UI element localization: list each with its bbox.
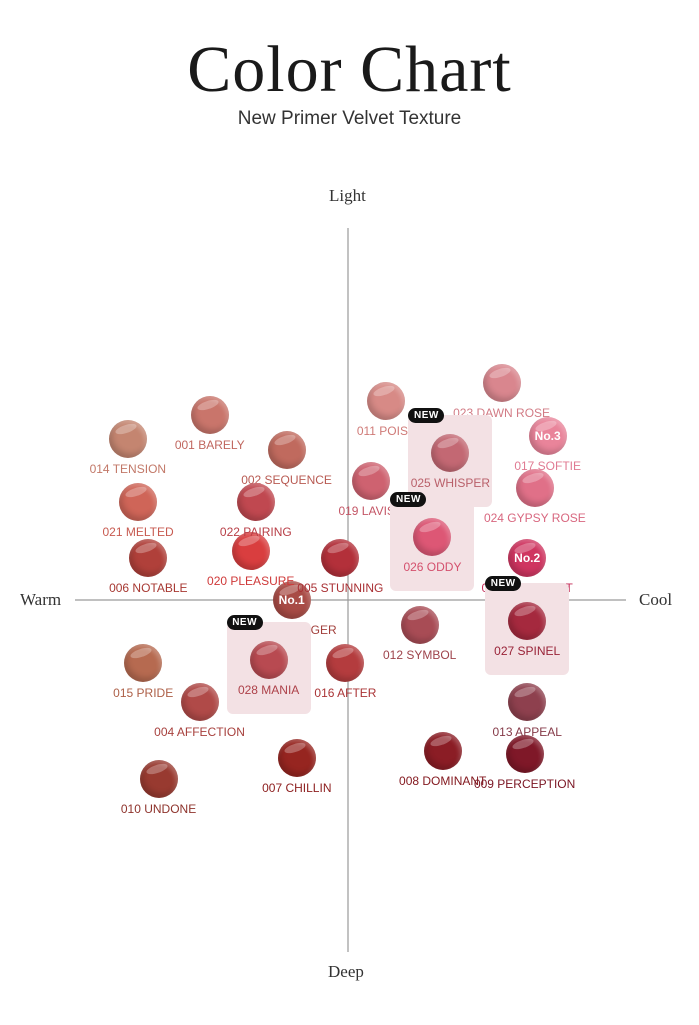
- swatch-sheen: [326, 540, 351, 556]
- shade-label-021: 021 MELTED: [102, 525, 174, 539]
- shade-swatch-004[interactable]: [180, 682, 219, 721]
- shade-label-010: 010 UNDONE: [120, 801, 197, 816]
- page-subtitle: New Primer Velvet Texture: [237, 108, 462, 129]
- shade-label-027: 027 SPINEL: [494, 644, 561, 658]
- swatch-sheen: [510, 736, 535, 752]
- shade-label-005: 005 STUNNING: [297, 581, 384, 595]
- new-badge: NEW: [408, 408, 445, 423]
- swatch-sheen: [144, 761, 169, 776]
- shade-label-014: 014 TENSION: [89, 462, 167, 476]
- swatch-sheen: [129, 645, 153, 661]
- shade-swatch-018[interactable]: No.2: [508, 539, 547, 577]
- shade-swatch-007[interactable]: [277, 738, 316, 777]
- new-badge: NEW: [226, 614, 263, 630]
- shade-label-017: 017 SOFTIE: [514, 458, 582, 473]
- shade-label-006: 006 NOTABLE: [109, 581, 188, 595]
- shade-label-019: 019 LAVISH: [338, 504, 404, 518]
- shade-swatch-010[interactable]: [139, 759, 178, 798]
- shade-swatch-021[interactable]: [119, 483, 158, 521]
- page-title: Color Chart: [187, 33, 512, 106]
- swatch-sheen: [331, 645, 356, 661]
- shade-label-026: 026 ODDY: [403, 560, 462, 574]
- swatch-sheen: [283, 740, 307, 755]
- swatch-sheen: [254, 642, 279, 657]
- new-badge: NEW: [485, 576, 522, 591]
- shade-swatch-013[interactable]: [508, 682, 547, 721]
- swatch-sheen: [487, 365, 512, 381]
- shade-label-012: 012 SYMBOL: [382, 647, 457, 662]
- shade-swatch-014[interactable]: [108, 420, 147, 458]
- swatch-sheen: [196, 397, 220, 412]
- shade-label-013: 013 APPEAL: [492, 724, 562, 739]
- swatch-sheen: [185, 684, 210, 699]
- swatch-sheen: [418, 519, 443, 535]
- shade-label-002: 002 SEQUENCE: [241, 472, 332, 487]
- shade-swatch-020[interactable]: [231, 532, 270, 570]
- shade-label-007: 007 CHILLIN: [262, 780, 332, 795]
- new-badge: NEW: [390, 492, 427, 507]
- shade-label-022: 022 PAIRING: [219, 525, 292, 539]
- shade-swatch-019[interactable]: [352, 462, 391, 500]
- shade-swatch-008[interactable]: [423, 731, 462, 770]
- swatch-sheen: [521, 470, 545, 486]
- swatch-sheen: [272, 432, 297, 447]
- shade-swatch-026[interactable]: [413, 518, 452, 556]
- swatch-sheen: [513, 684, 537, 699]
- shade-label-004: 004 AFFECTION: [154, 724, 245, 739]
- shade-swatch-005[interactable]: [321, 539, 360, 577]
- shade-swatch-012[interactable]: [400, 605, 439, 644]
- swatch-sheen: [513, 603, 537, 619]
- shade-label-008: 008 DOMINANT: [399, 773, 487, 788]
- shade-swatch-024[interactable]: [515, 469, 554, 507]
- shade-swatch-009[interactable]: [505, 735, 544, 773]
- shade-swatch-003[interactable]: No.1: [272, 581, 311, 619]
- rank-badge: No.2: [514, 551, 541, 565]
- shade-label-028: 028 MANIA: [237, 682, 300, 697]
- swatch-sheen: [429, 733, 453, 748]
- shade-label-011: 011 POISE: [356, 423, 416, 438]
- shade-swatch-028[interactable]: [249, 640, 288, 679]
- swatch-sheen: [124, 484, 148, 500]
- shade-label-020: 020 PLEASURE: [207, 574, 295, 588]
- swatch-sheen: [436, 435, 461, 451]
- shade-label-001: 001 BARELY: [174, 437, 245, 452]
- shade-label-015: 015 PRIDE: [113, 686, 174, 700]
- shade-label-016: 016 AFTER: [314, 686, 377, 700]
- shade-swatch-025[interactable]: [431, 434, 470, 472]
- shade-swatch-006[interactable]: [129, 539, 168, 577]
- swatch-sheen: [372, 383, 397, 398]
- shade-label-025: 025 WHISPER: [410, 476, 491, 490]
- shade-swatch-022[interactable]: [236, 483, 275, 521]
- shade-label-024: 024 GYPSY ROSE: [483, 511, 586, 525]
- swatch-sheen: [114, 421, 138, 437]
- shade-swatch-002[interactable]: [267, 430, 306, 469]
- swatch-sheen: [242, 484, 266, 500]
- axis-label-light: Light: [329, 186, 366, 205]
- axis-label-deep: Deep: [328, 962, 364, 981]
- axis-label-cool: Cool: [639, 590, 673, 609]
- shade-swatch-016[interactable]: [326, 644, 365, 682]
- shade-swatch-001[interactable]: [190, 395, 229, 434]
- shade-label-009: 009 PERCEPTION: [473, 777, 576, 791]
- rank-badge: No.3: [534, 428, 561, 443]
- rank-badge: No.1: [278, 593, 305, 607]
- swatch-sheen: [134, 540, 159, 556]
- axis-label-warm: Warm: [20, 590, 62, 609]
- shade-swatch-015[interactable]: [124, 644, 163, 682]
- swatch-sheen: [357, 463, 381, 479]
- shade-swatch-023[interactable]: [482, 364, 521, 402]
- shade-swatch-017[interactable]: No.3: [528, 416, 567, 455]
- swatch-sheen: [405, 607, 430, 622]
- shade-swatch-011[interactable]: [367, 381, 406, 420]
- shade-swatch-027[interactable]: [508, 602, 547, 640]
